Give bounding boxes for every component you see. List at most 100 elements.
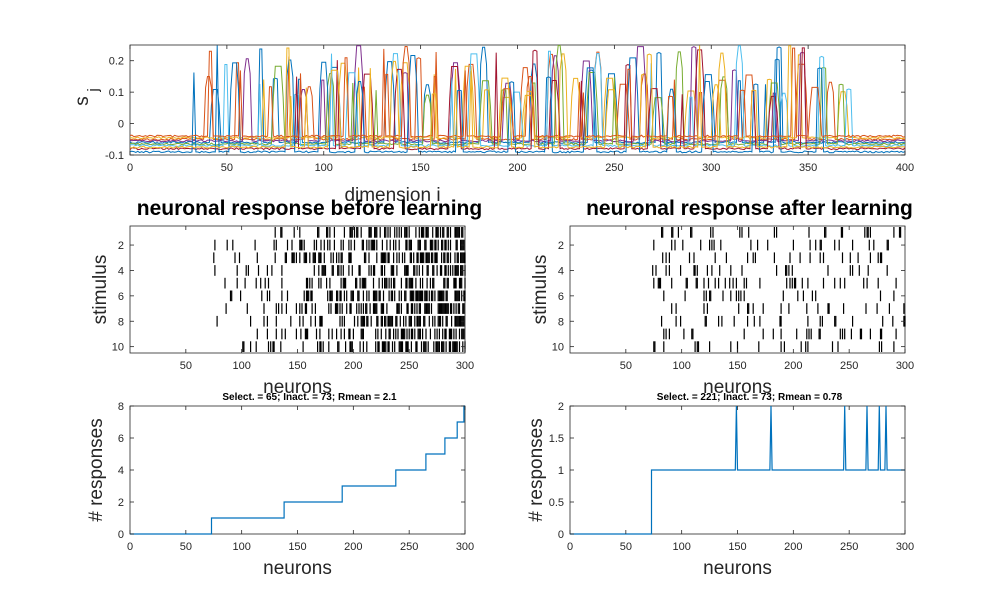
raster-before-spike — [372, 277, 375, 289]
raster-before-spike — [457, 252, 459, 264]
raster-before-spike — [412, 290, 414, 302]
raster-before-spike — [398, 239, 400, 251]
raster-after-spike — [747, 252, 749, 264]
raster-before-spike — [284, 252, 286, 264]
raster-before-spike — [353, 239, 356, 251]
raster-before-spike — [266, 315, 268, 327]
raster-before-spike — [384, 265, 386, 276]
top-series-line — [130, 45, 905, 146]
raster-after-xlabel: neurons — [703, 377, 772, 398]
raster-before-spike — [326, 227, 328, 238]
raster-before-spike — [434, 239, 436, 251]
raster-before-spike — [458, 277, 461, 289]
raster-after-spike — [705, 315, 707, 327]
raster-before-spike — [343, 328, 345, 340]
raster-before-spike — [291, 239, 293, 251]
raster-before-spike — [366, 303, 368, 314]
raster-after-spike — [735, 277, 737, 289]
raster-before-spike — [449, 328, 452, 340]
raster-before-spike — [362, 315, 364, 327]
raster-before-spike — [225, 303, 227, 314]
raster-before-spike — [329, 290, 331, 302]
raster-before-spike — [461, 252, 463, 264]
raster-after-spike — [817, 303, 819, 314]
raster-before-spike — [389, 239, 391, 251]
raster-after-spike — [671, 239, 673, 251]
raster-before-spike — [382, 290, 385, 302]
raster-before-spike — [458, 315, 461, 327]
raster-before-ytick-label: 8 — [118, 316, 124, 328]
raster-before-spike — [444, 265, 446, 276]
raster-before-spike — [226, 239, 228, 251]
raster-before-spike — [336, 290, 338, 302]
raster-before-spike — [363, 315, 366, 327]
raster-before-spike — [434, 290, 436, 302]
raster-before-spike — [368, 252, 370, 264]
raster-before-spike — [377, 341, 379, 352]
raster-after-spike — [694, 265, 696, 276]
raster-before-spike — [432, 265, 434, 276]
count-after-line — [570, 405, 905, 535]
raster-after-spike — [839, 277, 841, 289]
raster-before-spike — [378, 290, 380, 302]
raster-before-spike — [398, 290, 400, 302]
raster-after-spike — [843, 303, 845, 314]
raster-before-spike — [317, 341, 319, 352]
raster-before-spike — [267, 341, 270, 352]
raster-after-spike — [839, 328, 841, 340]
raster-before-spike — [312, 252, 314, 264]
raster-before-spike — [406, 265, 408, 276]
raster-before-spike — [350, 341, 352, 352]
raster-before-ytick-label: 10 — [112, 342, 124, 354]
raster-before-spike — [462, 328, 464, 340]
raster-after-spike — [807, 277, 809, 289]
count-before-xtick-label: 0 — [127, 541, 133, 553]
raster-after-spike — [653, 277, 655, 289]
raster-after-spike — [866, 227, 868, 238]
raster-before-spike — [417, 328, 419, 340]
raster-before-spike — [458, 290, 461, 302]
count-before-xtick-label: 150 — [288, 541, 306, 553]
raster-before-spike — [428, 290, 430, 302]
raster-before-spike — [403, 315, 405, 327]
raster-after-ytick-label: 8 — [558, 316, 564, 328]
raster-after-spike — [852, 315, 854, 327]
raster-before-spike — [415, 277, 417, 289]
raster-before-spike — [365, 252, 367, 264]
raster-after-spike — [834, 239, 836, 251]
raster-before-spike — [407, 303, 409, 314]
raster-before-spike — [415, 290, 417, 302]
raster-before-spike — [322, 265, 324, 276]
raster-before-spike — [457, 227, 459, 238]
raster-before-spike — [456, 341, 458, 352]
raster-before-spike — [224, 277, 226, 289]
raster-after-spike — [675, 315, 677, 327]
raster-before-spike — [451, 328, 453, 340]
raster-before-spike — [464, 277, 466, 289]
raster-after-spike — [824, 227, 826, 238]
raster-before-spike — [367, 315, 369, 327]
raster-before-spike — [419, 315, 421, 327]
raster-before-spike — [390, 290, 392, 302]
raster-before-spike — [360, 328, 362, 340]
raster-before-spike — [299, 303, 301, 314]
raster-before-spike — [264, 277, 266, 289]
raster-before-spike — [419, 239, 421, 251]
count-before-ytick-label: 6 — [118, 433, 124, 445]
raster-before-spike — [382, 341, 385, 352]
raster-before-spike — [317, 227, 319, 238]
raster-before-spike — [400, 328, 402, 340]
raster-before-spike — [396, 303, 398, 314]
raster-before-spike — [397, 328, 399, 340]
raster-after-spike — [738, 303, 740, 314]
raster-before-spike — [451, 303, 453, 314]
raster-before-spike — [433, 341, 435, 352]
raster-after-spike — [692, 328, 694, 340]
raster-before-spike — [310, 290, 312, 302]
raster-before-spike — [236, 265, 238, 276]
raster-before-spike — [444, 328, 446, 340]
raster-before-spike — [420, 290, 423, 302]
raster-before-spike — [351, 227, 353, 238]
raster-before-spike — [286, 239, 289, 251]
raster-before-spike — [292, 252, 294, 264]
